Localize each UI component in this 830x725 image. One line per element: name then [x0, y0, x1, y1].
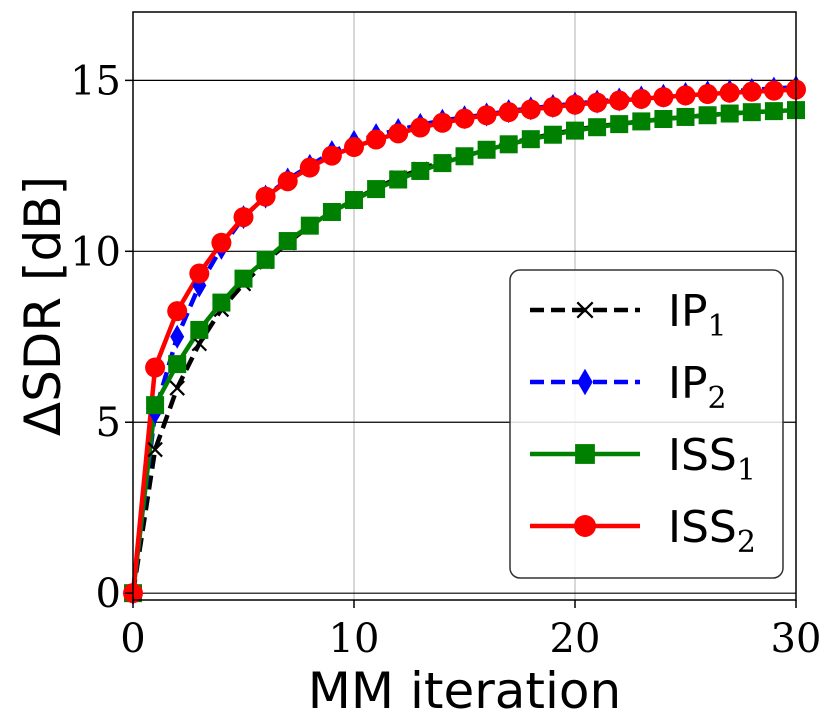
data-point [212, 293, 231, 312]
data-point [521, 130, 540, 149]
data-point [742, 103, 761, 122]
data-point [389, 170, 408, 189]
data-point [367, 180, 386, 199]
data-point [211, 232, 232, 253]
x-axis-label: MM iteration [308, 662, 621, 720]
data-point [763, 80, 784, 101]
data-point [498, 102, 519, 123]
axis-ticks: 0 10 20 30 0 5 10 15 [70, 58, 821, 662]
data-point [432, 112, 453, 133]
plot-frame [132, 11, 797, 601]
data-point [322, 202, 341, 221]
data-point [676, 107, 695, 126]
markers-iss2 [123, 79, 806, 604]
data-point [499, 135, 518, 154]
data-point [344, 137, 364, 158]
data-point [587, 92, 608, 113]
data-point [720, 104, 739, 123]
data-point [233, 207, 254, 228]
x-tick-label: 0 [120, 616, 145, 662]
legend-item-iss2: ISS2 [530, 502, 756, 560]
x-tick-label: 30 [771, 616, 822, 662]
legend-item-ip1: IP1 [530, 286, 727, 344]
data-point [410, 117, 431, 138]
y-tick-label: 15 [70, 58, 121, 104]
data-point [698, 106, 717, 125]
data-point [168, 355, 187, 374]
data-point [697, 84, 718, 105]
data-point [542, 97, 563, 118]
data-point [566, 121, 584, 140]
legend-marker [574, 515, 596, 537]
data-point [654, 110, 673, 129]
legend-item-ip2: IP2 [530, 358, 727, 416]
data-point [234, 269, 253, 288]
data-point [675, 85, 696, 106]
data-point [169, 380, 185, 396]
y-tick-label: 0 [96, 571, 121, 617]
data-point [255, 186, 276, 207]
data-point [277, 171, 298, 192]
data-point [299, 157, 320, 178]
data-point [388, 123, 409, 144]
x-tick-label: 20 [550, 616, 601, 662]
data-point [145, 357, 166, 378]
data-point [366, 129, 387, 150]
data-point [256, 250, 275, 269]
data-point [719, 82, 740, 103]
data-point [477, 140, 496, 159]
x-tick-label: 10 [329, 616, 380, 662]
data-point [632, 112, 651, 131]
data-point [300, 216, 319, 235]
data-point [146, 396, 165, 415]
data-point [520, 99, 541, 120]
data-point [189, 263, 210, 284]
data-point [190, 320, 209, 339]
legend-marker [575, 444, 595, 464]
markers-iss1 [124, 101, 805, 603]
y-tick-label: 5 [96, 400, 121, 446]
data-point [411, 161, 430, 180]
legend-label: IP1 [668, 286, 727, 344]
data-point [653, 87, 674, 108]
y-axis-label: ΔSDR [dB] [14, 176, 72, 436]
legend: IP1 IP2 ISS1 ISS2 [509, 269, 784, 579]
data-point [476, 105, 497, 126]
data-point [321, 145, 342, 166]
data-point [543, 125, 562, 144]
y-tick-label: 10 [70, 229, 121, 275]
data-point [764, 102, 783, 121]
data-point [631, 88, 652, 109]
legend-marker [577, 368, 593, 396]
legend-label: ISS2 [668, 502, 756, 560]
data-point [345, 191, 363, 210]
data-point [191, 335, 208, 352]
data-point [610, 115, 629, 134]
legend-box [509, 269, 784, 579]
data-point [609, 90, 630, 111]
data-point [588, 118, 607, 137]
data-point [454, 108, 475, 129]
data-point [278, 232, 297, 251]
data-point [167, 301, 188, 322]
legend-item-iss1: ISS1 [530, 430, 756, 488]
data-point [741, 81, 762, 102]
data-point [565, 94, 585, 115]
legend-label: IP2 [668, 358, 727, 416]
data-point [455, 147, 474, 166]
data-point [147, 441, 163, 458]
data-point [433, 154, 452, 173]
data-point [170, 324, 185, 349]
legend-label: ISS1 [668, 430, 756, 488]
legend-marker [576, 301, 594, 319]
